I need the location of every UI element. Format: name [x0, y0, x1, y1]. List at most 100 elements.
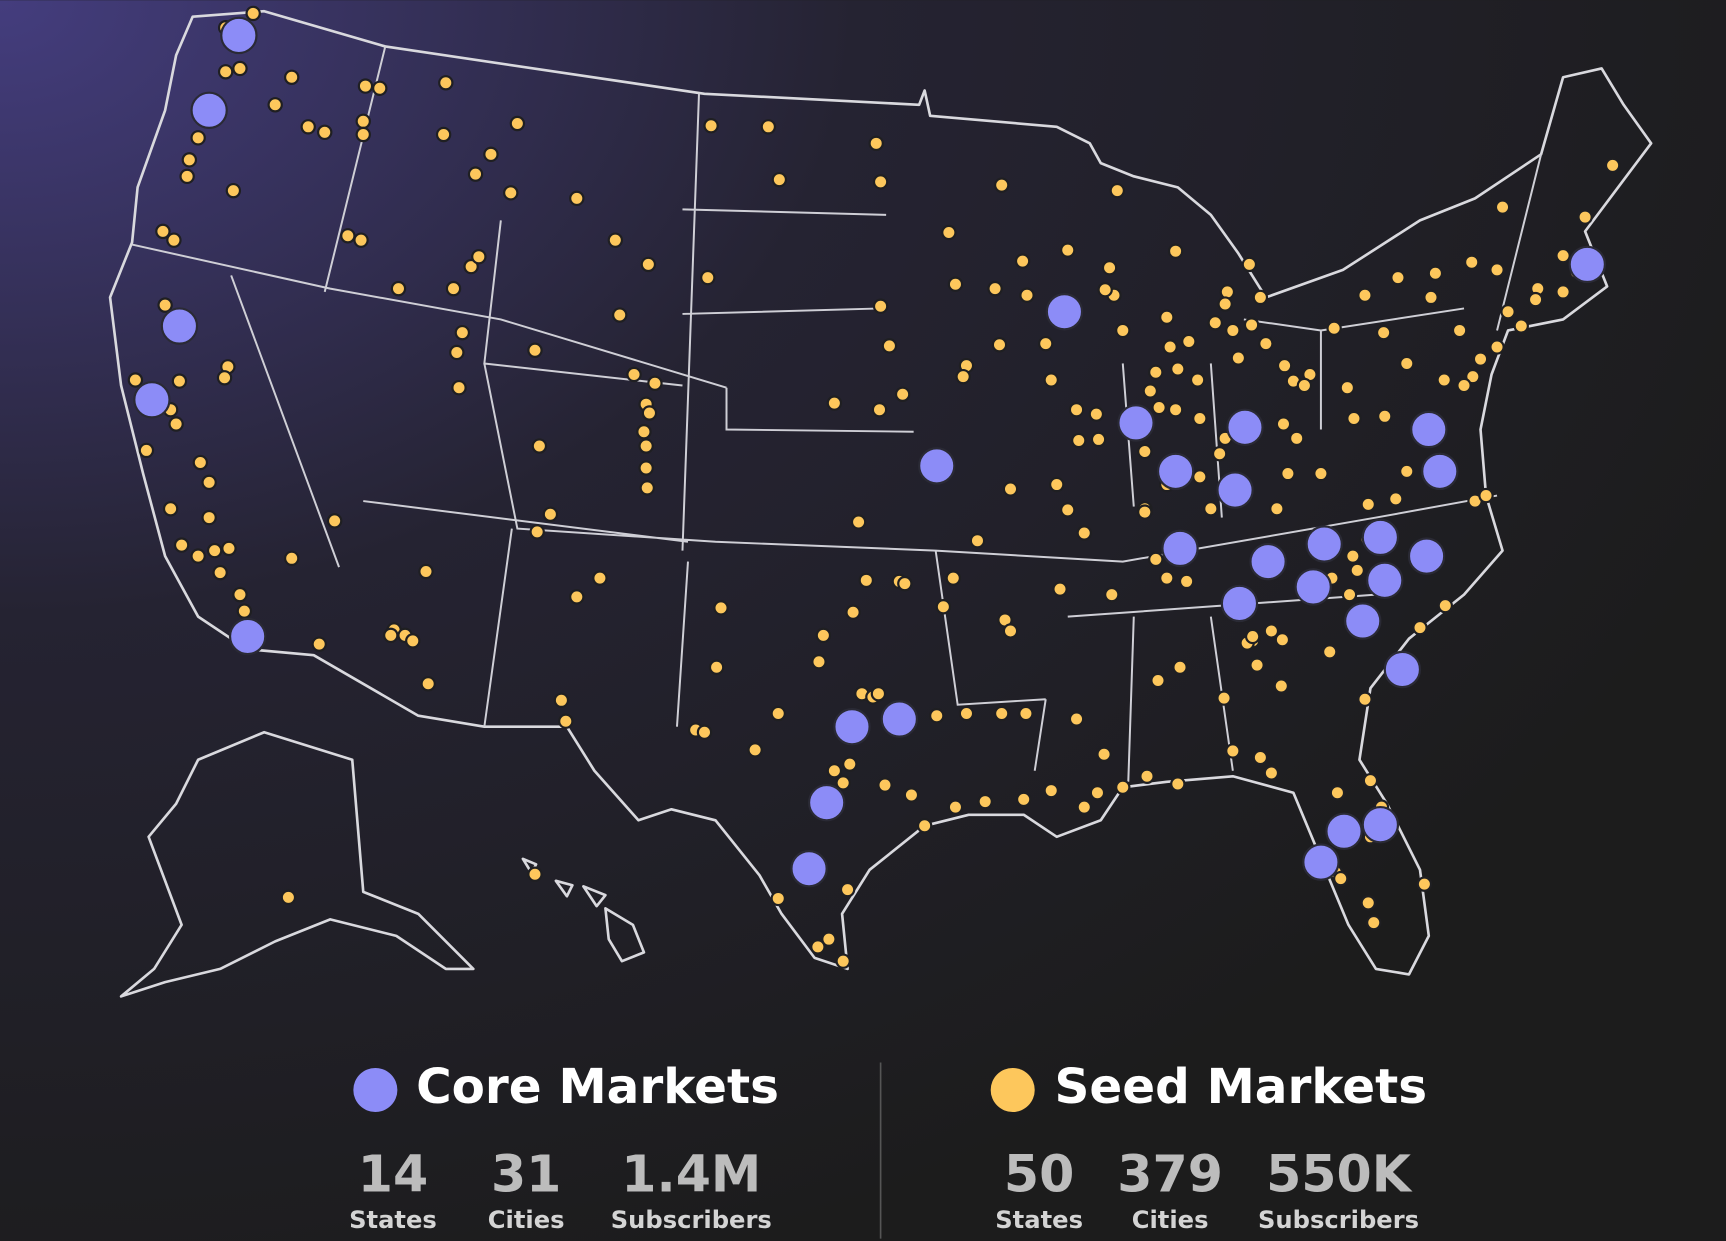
seed-market-dot	[870, 685, 887, 702]
seed-market-dot	[216, 370, 233, 386]
seed-market-dot	[1436, 372, 1452, 388]
seed-market-dot	[1211, 446, 1228, 462]
seed-market-dot	[640, 256, 657, 273]
seed-market-dot	[969, 532, 986, 549]
seed-market-dot	[1217, 296, 1233, 312]
seed-market-dot	[190, 548, 206, 564]
seed-market-dot	[353, 232, 369, 248]
seed-market-dot	[929, 708, 945, 724]
seed-market-dot	[872, 174, 889, 190]
seed-market-dot	[1148, 364, 1164, 380]
seed-market-dot	[1018, 705, 1034, 722]
seed-market-dot	[1252, 749, 1269, 766]
seed-market-dot	[157, 297, 173, 313]
seed-market-dot	[217, 64, 234, 80]
seed-market-dot	[696, 724, 713, 740]
core-market-dot	[1421, 452, 1459, 491]
core-market-dot	[790, 850, 828, 888]
seed-market-dot	[179, 168, 195, 185]
seed-market-dot	[383, 627, 399, 644]
seed-market-dot	[1219, 284, 1236, 300]
seed-market-dot	[1049, 476, 1065, 493]
seed-market-dot	[1275, 416, 1292, 432]
core-market-dot	[228, 617, 267, 656]
seed-market-dot	[641, 405, 658, 421]
legend-title: Seed Markets	[1055, 1059, 1428, 1115]
seed-legend-swatch	[990, 1067, 1035, 1112]
seed-market-dot	[1362, 772, 1379, 789]
seed-market-dot	[317, 124, 333, 141]
seed-market-dot	[815, 627, 832, 644]
seed-market-dot	[531, 438, 548, 454]
seed-market-dot	[1390, 269, 1406, 286]
core-market-dot	[1305, 525, 1343, 563]
seed-market-dot	[1249, 657, 1265, 673]
legend: Core Markets Seed Markets 14 States 31 C…	[349, 1059, 1427, 1239]
seed-market-dot	[1464, 254, 1480, 270]
core-market-dot	[1117, 404, 1155, 442]
seed-market-dot	[1109, 182, 1125, 199]
core-market-dot	[918, 447, 956, 485]
seed-market-dot	[1097, 282, 1113, 298]
seed-market-dot	[1038, 335, 1054, 352]
stat-value: 1.4M	[621, 1145, 761, 1204]
seed-market-dot	[811, 654, 827, 670]
seed-market-dot	[1377, 408, 1393, 425]
seed-market-dot	[1192, 410, 1208, 427]
seed-market-dot	[435, 126, 452, 143]
state-lines	[131, 46, 1543, 782]
seed-market-dot	[1577, 209, 1593, 225]
seed-market-dot	[1345, 548, 1361, 564]
core-market-dot	[833, 708, 871, 746]
seed-market-dot	[221, 540, 237, 557]
seed-market-dot	[1313, 465, 1329, 482]
seed-market-dot	[1456, 377, 1472, 394]
seed-market-dot	[1241, 256, 1258, 273]
seed-market-dot	[1244, 628, 1261, 645]
contiguous-us	[108, 9, 1653, 976]
core-market-dot	[1161, 529, 1199, 568]
seed-market-dot	[638, 460, 654, 476]
seed-market-dot	[1399, 355, 1415, 372]
seed-market-dot	[1170, 361, 1186, 377]
core-legend-swatch	[353, 1067, 398, 1112]
seed-market-dot	[1296, 377, 1313, 394]
seed-market-dot	[894, 386, 911, 402]
seed-market-dot	[993, 177, 1010, 193]
seed-market-dot	[771, 171, 788, 188]
stat-value: 550K	[1266, 1145, 1413, 1204]
seed-market-dot	[454, 324, 471, 341]
seed-market-dot	[1104, 586, 1120, 603]
seed-market-dot	[612, 307, 628, 323]
seed-market-dot	[190, 130, 206, 146]
seed-market-dot	[451, 379, 467, 396]
seed-market-dot	[626, 366, 642, 383]
seed-market-dot	[1472, 351, 1489, 367]
seed-market-dot	[977, 793, 993, 810]
seed-market-dot	[162, 501, 179, 517]
seed-market-dot	[420, 676, 436, 692]
seed-market-dot	[232, 60, 248, 77]
seed-market-dot	[232, 586, 248, 603]
seed-market-dot	[1189, 372, 1206, 388]
seed-market-dot	[1489, 262, 1505, 278]
seed-market-dot	[1423, 289, 1439, 306]
seed-market-dot	[1360, 895, 1376, 911]
seed-market-dot	[1216, 690, 1232, 706]
stat-value: 379	[1117, 1145, 1223, 1204]
stat-value: 50	[1004, 1145, 1074, 1204]
seed-market-dot	[1137, 443, 1153, 460]
seed-market-dot	[592, 570, 608, 586]
core-market-dot	[133, 381, 171, 419]
seed-market-dot	[1167, 243, 1184, 259]
seed-market-dot	[168, 416, 184, 432]
core-market-dot	[880, 700, 919, 738]
seed-market-dot	[1555, 247, 1571, 264]
seed-market-dot	[1139, 768, 1155, 784]
seed-market-dot	[713, 600, 729, 616]
seed-market-dot	[201, 474, 217, 491]
seed-market-dot	[372, 80, 388, 96]
seed-market-dot	[357, 78, 374, 94]
